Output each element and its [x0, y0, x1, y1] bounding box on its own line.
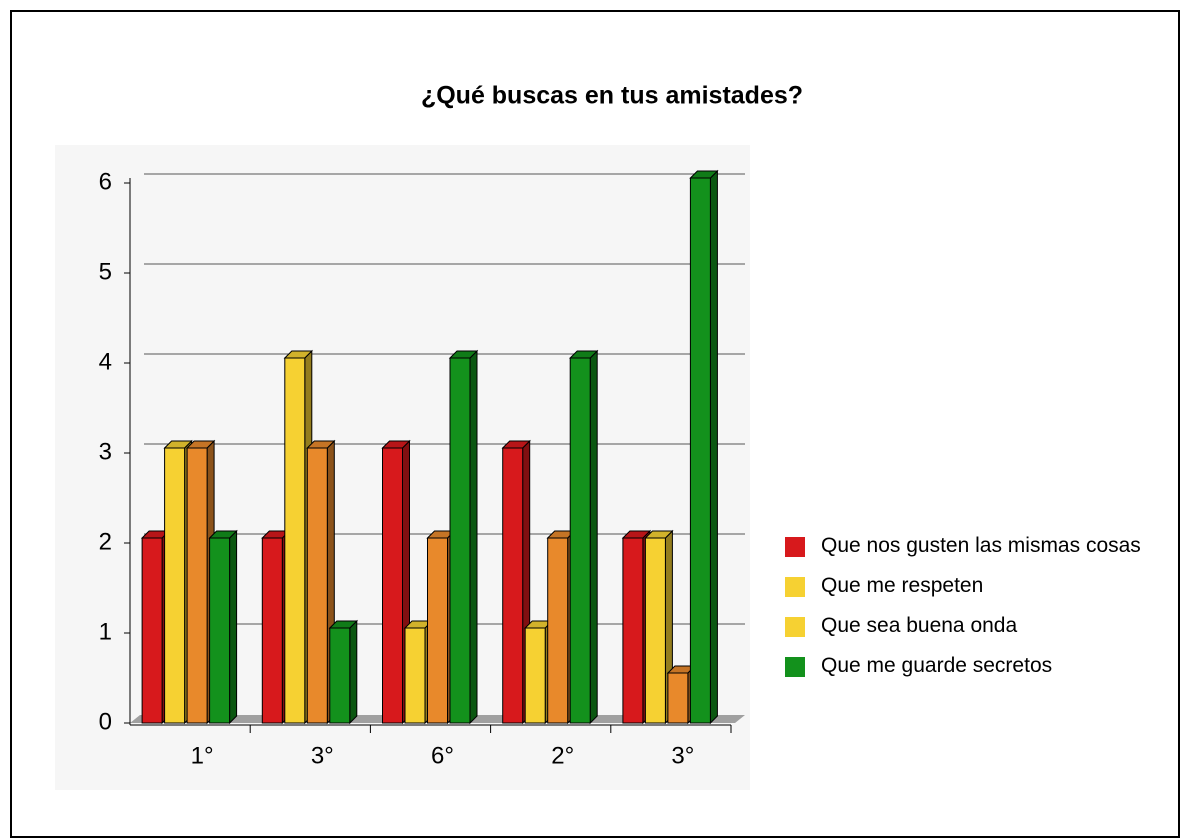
- legend: Que nos gusten las mismas cosas Que me re…: [785, 533, 1165, 693]
- legend-swatch: [785, 657, 805, 677]
- bar: [382, 447, 403, 724]
- legend-item: Que nos gusten las mismas cosas: [785, 533, 1165, 559]
- bar: [569, 357, 591, 724]
- x-tick-label: 6°: [431, 742, 454, 769]
- bar: [329, 627, 351, 724]
- y-tick-label: 0: [99, 708, 112, 735]
- x-tick-label: 3°: [311, 742, 334, 769]
- bar: [644, 537, 666, 724]
- bar: [622, 537, 644, 724]
- x-tick-label: 2°: [551, 742, 574, 769]
- legend-item: Que me respeten: [785, 573, 1165, 599]
- bar-side: [469, 349, 478, 725]
- bar: [284, 357, 306, 724]
- bar: [524, 627, 546, 724]
- y-tick-label: 4: [99, 348, 112, 375]
- bar: [667, 672, 689, 724]
- legend-swatch: [785, 577, 805, 597]
- y-tick-label: 2: [99, 528, 112, 555]
- legend-swatch: [785, 617, 805, 637]
- chart-title: ¿Qué buscas en tus amistades?: [421, 82, 803, 110]
- bar: [141, 537, 163, 724]
- y-tick-label: 1: [99, 618, 112, 645]
- bar: [427, 537, 448, 724]
- bar: [404, 627, 426, 724]
- x-tick-label: 3°: [671, 742, 694, 769]
- bar: [164, 447, 186, 724]
- legend-label: Que me respeten: [821, 574, 984, 597]
- x-tick-label: 1°: [191, 742, 214, 769]
- bar: [186, 447, 208, 724]
- legend-swatch: [785, 537, 805, 557]
- legend-item: Que sea buena onda: [785, 613, 1165, 639]
- bar: [449, 357, 471, 724]
- bar: [689, 177, 711, 724]
- bar: [209, 537, 231, 724]
- legend-item: Que me guarde secretos: [785, 653, 1165, 679]
- bar-side: [349, 619, 358, 725]
- bar: [261, 537, 283, 724]
- bar: [547, 537, 569, 724]
- y-tick-label: 5: [99, 258, 112, 285]
- bar-side: [589, 349, 598, 725]
- frame: [10, 10, 1180, 838]
- y-tick-label: 6: [99, 168, 112, 195]
- bar: [502, 447, 524, 724]
- legend-label: Que nos gusten las mismas cosas: [821, 534, 1141, 557]
- legend-label: Que me guarde secretos: [821, 654, 1053, 677]
- legend-label: Que sea buena onda: [821, 614, 1018, 637]
- bar-side: [229, 529, 238, 725]
- y-tick-label: 3: [99, 438, 112, 465]
- bar-side: [709, 169, 718, 725]
- bar: [306, 447, 328, 724]
